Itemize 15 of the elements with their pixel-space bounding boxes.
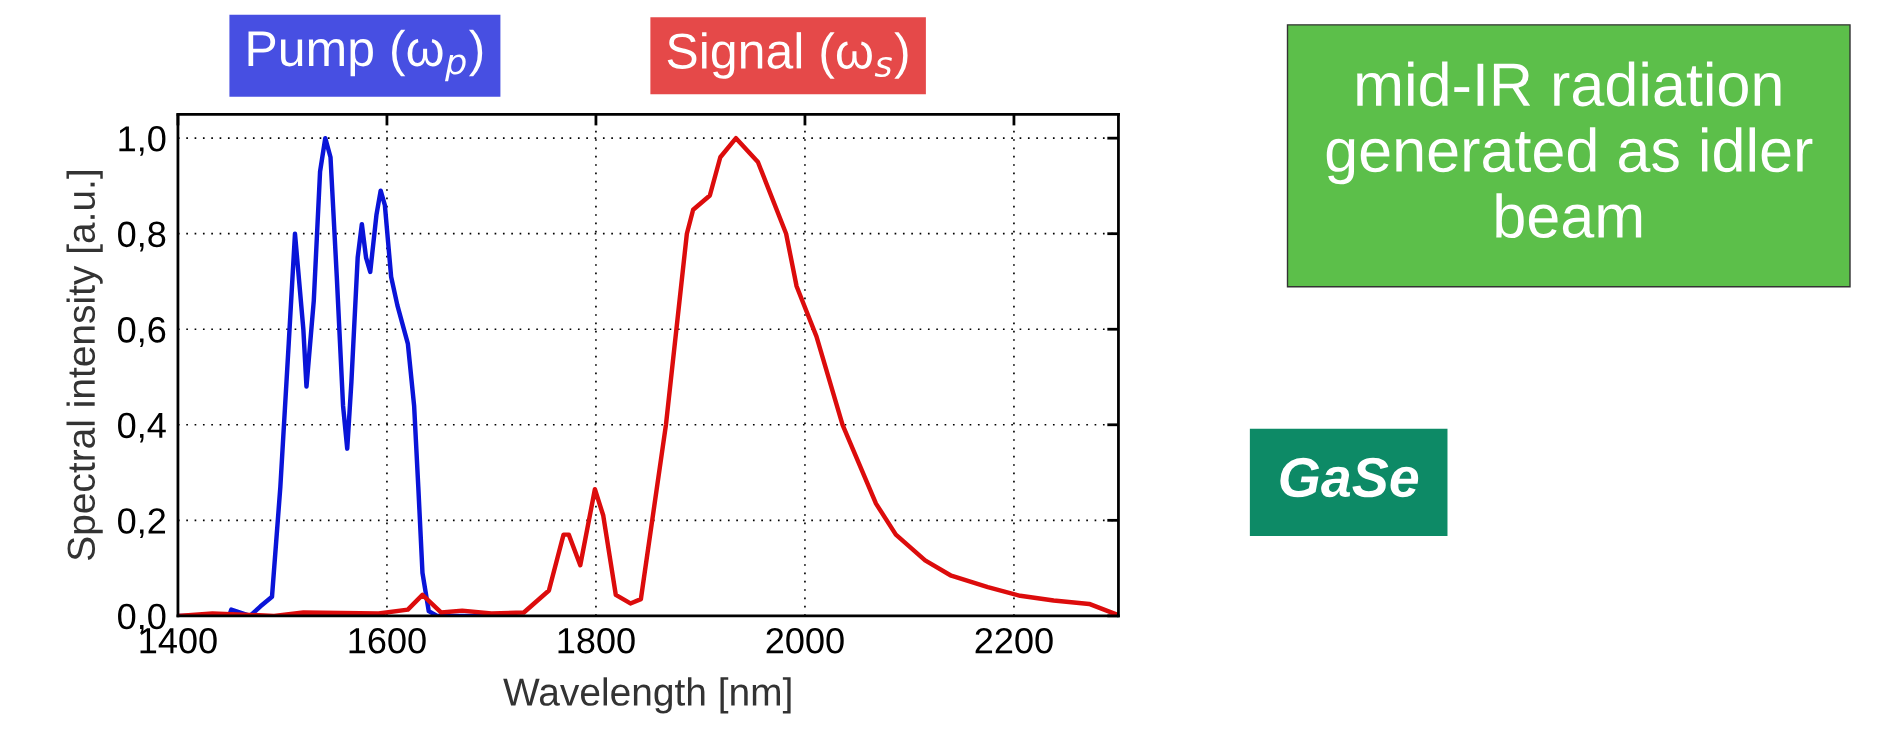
x-tick-label: 2000 [766,627,844,654]
series-label: Signal (ω$_{s}$) [667,32,908,79]
y-tick-label: 0,6 [118,317,166,347]
y-tick-label: 0,8 [118,221,166,252]
series-label: Pump (ω$_{p}$) [248,29,483,82]
y-tick-label: 1,0 [119,126,166,156]
y-axis-title: Spectral intensity [a.u.] [66,171,103,560]
y-tick-label: 0,4 [118,412,166,443]
x-tick-label: 2200 [975,627,1053,654]
text: GaSe [1280,457,1419,498]
text: mid-IR radiation generated as idler beam [1326,61,1813,239]
y-tick-label: 0,2 [118,508,166,539]
x-axis-title: Wavelength [nm] [503,677,791,714]
x-tick-label: 1600 [349,627,426,654]
x-tick-label: 1800 [558,627,635,654]
